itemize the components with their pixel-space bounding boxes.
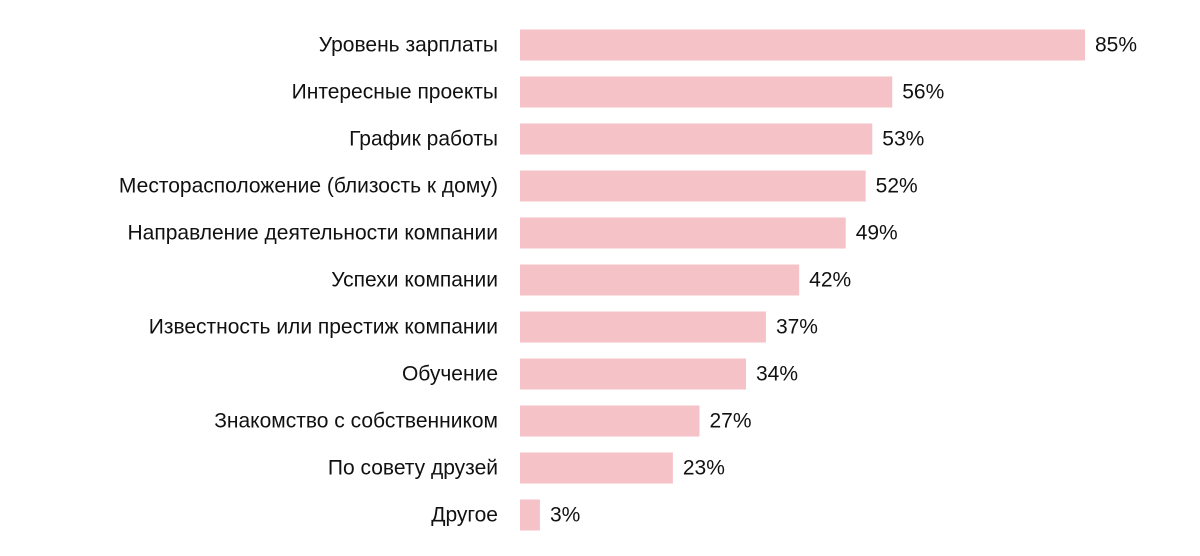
value-labels: 85% 56% 53% 52% 49% 42% 37% 34% 27% 23% 3% bbox=[550, 34, 1137, 527]
category-label: Успехи компании bbox=[331, 269, 498, 292]
value-label: 23% bbox=[683, 457, 725, 480]
category-label: По совету друзей bbox=[328, 457, 498, 480]
value-label: 3% bbox=[550, 504, 580, 527]
value-label: 52% bbox=[876, 175, 918, 198]
category-label: Месторасположение (близость к дому) bbox=[119, 175, 498, 198]
bar bbox=[520, 123, 873, 155]
bars-layer bbox=[520, 29, 1085, 531]
category-label: Знакомство с собственником bbox=[214, 410, 498, 433]
category-label: График работы bbox=[349, 128, 498, 151]
bar bbox=[520, 358, 746, 390]
value-label: 85% bbox=[1095, 34, 1137, 57]
category-label: Интересные проекты bbox=[292, 81, 498, 104]
value-label: 56% bbox=[902, 81, 944, 104]
bar bbox=[520, 217, 846, 249]
bar bbox=[520, 452, 673, 484]
value-label: 53% bbox=[882, 128, 924, 151]
category-label: Другое bbox=[431, 504, 498, 527]
bar bbox=[520, 405, 700, 437]
category-label: Направление деятельности компании bbox=[128, 222, 499, 245]
bar bbox=[520, 170, 866, 202]
category-label: Уровень зарплаты bbox=[319, 34, 498, 57]
value-label: 27% bbox=[709, 410, 751, 433]
value-label: 42% bbox=[809, 269, 851, 292]
value-label: 49% bbox=[856, 222, 898, 245]
value-label: 37% bbox=[776, 316, 818, 339]
bar bbox=[520, 29, 1085, 61]
bar bbox=[520, 264, 800, 296]
bar bbox=[520, 76, 893, 108]
bar bbox=[520, 311, 766, 343]
bar bbox=[520, 499, 540, 531]
value-label: 34% bbox=[756, 363, 798, 386]
category-labels: Уровень зарплаты Интересные проекты График… bbox=[119, 34, 498, 527]
category-label: Обучение bbox=[402, 363, 498, 386]
category-label: Известность или престиж компании bbox=[149, 316, 498, 339]
